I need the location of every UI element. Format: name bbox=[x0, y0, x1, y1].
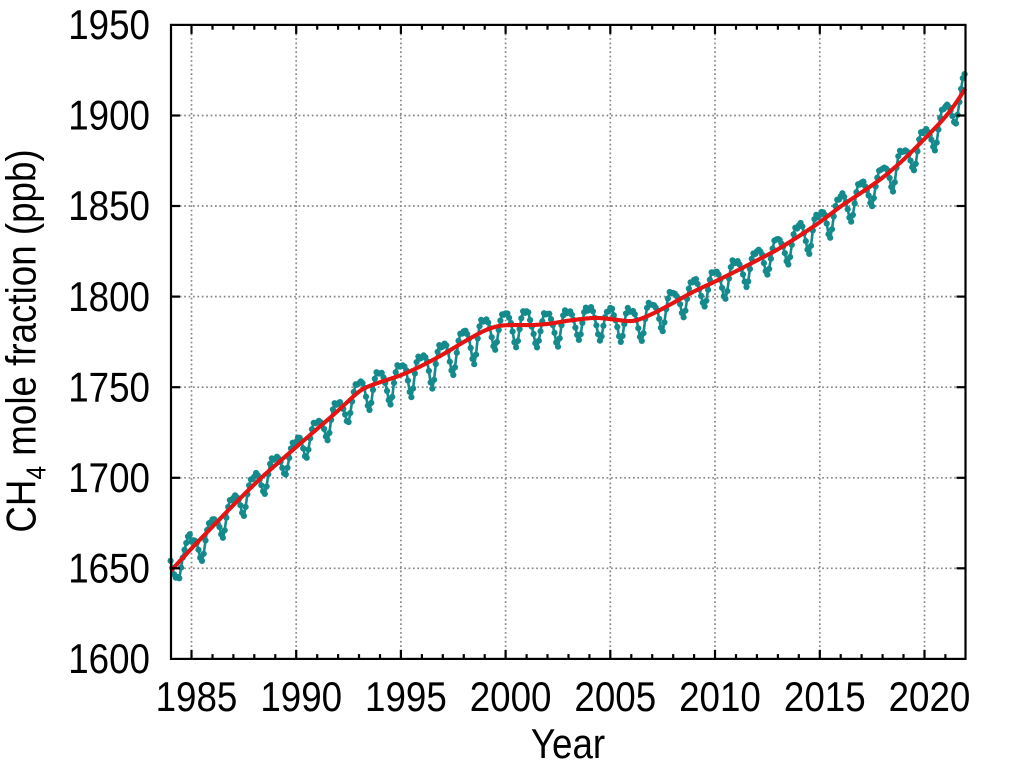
svg-text:1750: 1750 bbox=[68, 364, 150, 411]
svg-text:1985: 1985 bbox=[156, 674, 238, 721]
svg-text:Year: Year bbox=[531, 721, 605, 768]
svg-text:2015: 2015 bbox=[784, 674, 866, 721]
svg-text:1990: 1990 bbox=[260, 674, 342, 721]
svg-text:2000: 2000 bbox=[470, 674, 552, 721]
svg-text:2020: 2020 bbox=[889, 674, 971, 721]
svg-text:1700: 1700 bbox=[68, 455, 150, 502]
svg-text:1850: 1850 bbox=[68, 183, 150, 230]
svg-text:1995: 1995 bbox=[365, 674, 447, 721]
svg-text:CH4 mole fraction (ppb): CH4 mole fraction (ppb) bbox=[0, 149, 52, 532]
svg-text:2005: 2005 bbox=[574, 674, 656, 721]
svg-text:2010: 2010 bbox=[679, 674, 761, 721]
svg-text:1800: 1800 bbox=[68, 274, 150, 321]
svg-text:1600: 1600 bbox=[68, 636, 150, 683]
svg-text:1650: 1650 bbox=[68, 545, 150, 592]
svg-text:1900: 1900 bbox=[68, 92, 150, 139]
svg-text:1950: 1950 bbox=[68, 2, 150, 49]
